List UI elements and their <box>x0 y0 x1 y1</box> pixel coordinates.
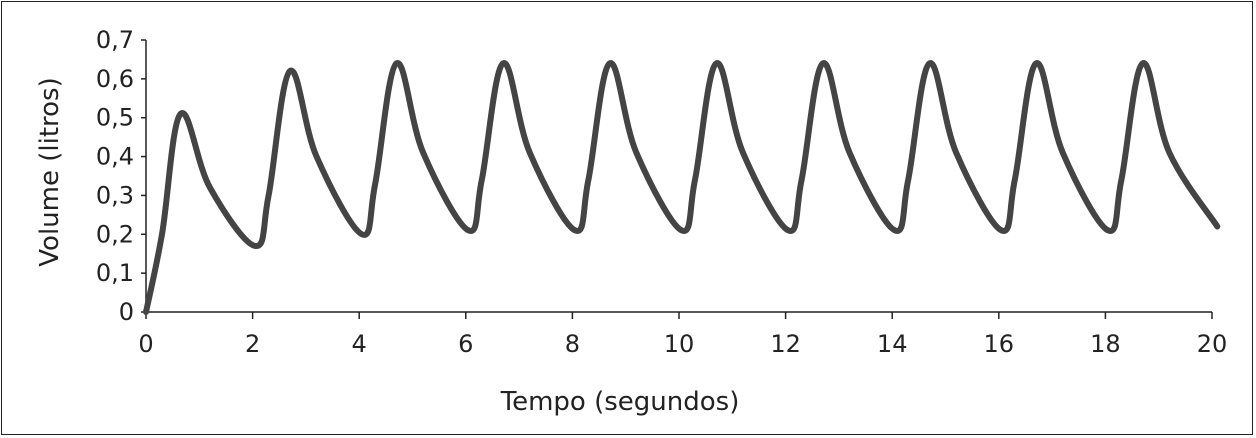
x-tick-label: 14 <box>877 330 908 358</box>
axes: 0 2 4 6 8 10 12 14 16 18 20 0 0,1 0,2 0,3 0,4 0,5 0,6 0,7 <box>96 26 1227 358</box>
y-tick-label: 0,1 <box>96 259 134 287</box>
x-tick-label: 18 <box>1090 330 1121 358</box>
x-tick-label: 12 <box>770 330 801 358</box>
x-tick-label: 20 <box>1197 330 1228 358</box>
x-axis-title: Tempo (segundos) <box>500 387 740 417</box>
y-axis-title: Volume (litros) <box>35 77 65 266</box>
x-tick-label: 8 <box>565 330 580 358</box>
x-tick-label: 0 <box>138 330 153 358</box>
x-tick-label: 2 <box>245 330 260 358</box>
y-tick-label: 0 <box>119 298 134 326</box>
y-tick-label: 0,7 <box>96 26 134 54</box>
plot-area <box>143 60 1221 315</box>
y-tick-label: 0,2 <box>96 220 134 248</box>
x-tick-label: 16 <box>984 330 1015 358</box>
y-tick-label: 0,3 <box>96 181 134 209</box>
x-tick-label: 6 <box>458 330 473 358</box>
x-tick-label: 4 <box>352 330 367 358</box>
y-tick-label: 0,5 <box>96 104 134 132</box>
x-tick-label: 10 <box>664 330 695 358</box>
y-tick-label: 0,4 <box>96 143 134 171</box>
y-tick-label: 0,6 <box>96 65 134 93</box>
volume-series-line <box>143 60 1221 315</box>
